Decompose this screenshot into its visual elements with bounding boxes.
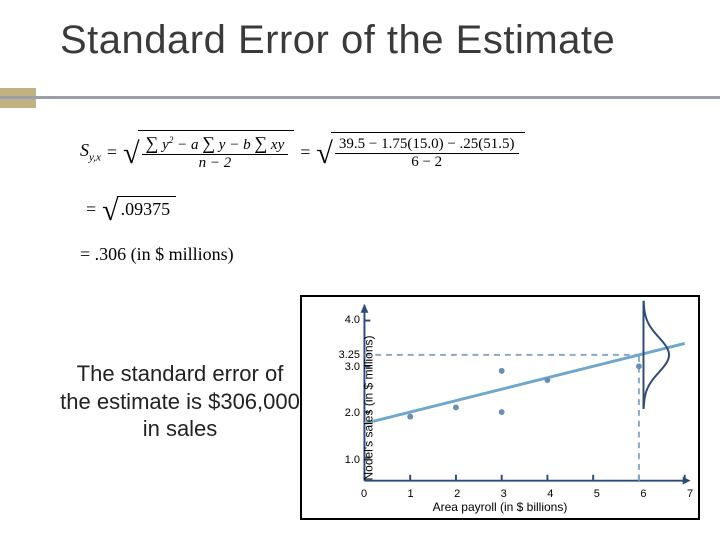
x-tick-label: 4 bbox=[543, 488, 557, 500]
x-tick-label: 0 bbox=[357, 488, 371, 500]
equals-1: = bbox=[107, 142, 117, 163]
frac2-den: 6 − 2 bbox=[407, 154, 446, 171]
x-tick-label: 1 bbox=[404, 488, 418, 500]
y-tick-label: 2.0 bbox=[330, 407, 360, 419]
equals-2: = bbox=[300, 142, 310, 163]
radical-icon: √ bbox=[316, 137, 332, 171]
slide: Standard Error of the Estimate Sy,x = √ … bbox=[0, 0, 720, 540]
accent-bar bbox=[0, 88, 720, 92]
y-tick-label: 1.0 bbox=[330, 454, 360, 466]
sqrt-3: √ .09375 bbox=[102, 192, 176, 226]
formula-line-3: = .306 (in $ millions) bbox=[80, 244, 680, 265]
formula-line-2: = √ .09375 bbox=[80, 192, 680, 226]
y-tick-label: 3.0 bbox=[330, 361, 360, 373]
fraction-2: 39.5 − 1.75(15.0) − .25(51.5) 6 − 2 bbox=[335, 136, 519, 171]
x-tick-label: 7 bbox=[683, 488, 697, 500]
frac2-num: 39.5 − 1.75(15.0) − .25(51.5) bbox=[335, 136, 519, 154]
x-tick-label: 5 bbox=[590, 488, 604, 500]
y-tick-label: 3.25 bbox=[330, 349, 360, 361]
radical-icon: √ bbox=[123, 137, 139, 171]
x-tick-label: 2 bbox=[450, 488, 464, 500]
lhs-sub: y,x bbox=[89, 152, 101, 164]
formula-line-1: Sy,x = √ ∑ y2 − a ∑ y − b ∑ xy n − 2 = √… bbox=[80, 130, 680, 174]
radical-icon: √ bbox=[102, 194, 118, 228]
page-title: Standard Error of the Estimate bbox=[60, 18, 700, 63]
fraction-1: ∑ y2 − a ∑ y − b ∑ xy n − 2 bbox=[142, 133, 289, 172]
equals-3: = bbox=[86, 199, 96, 220]
title-region: Standard Error of the Estimate bbox=[60, 18, 700, 63]
y-tick-label: 4.0 bbox=[330, 314, 360, 326]
x-axis-label: Area payroll (in $ billions) bbox=[302, 500, 698, 514]
caption: The standard error of the estimate is $3… bbox=[60, 360, 300, 443]
accent-line bbox=[0, 96, 720, 99]
result-text: = .306 (in $ millions) bbox=[80, 244, 234, 265]
y-axis-label: Nodel's sales (in $ millions) bbox=[362, 335, 376, 480]
sqrt-2: √ 39.5 − 1.75(15.0) − .25(51.5) 6 − 2 bbox=[316, 132, 524, 173]
x-tick-label: 3 bbox=[497, 488, 511, 500]
lhs-symbol: Sy,x bbox=[80, 140, 101, 164]
sqrt-1: √ ∑ y2 − a ∑ y − b ∑ xy n − 2 bbox=[123, 130, 294, 174]
chart: Nodel's sales (in $ millions) Area payro… bbox=[300, 295, 700, 520]
formula-area: Sy,x = √ ∑ y2 − a ∑ y − b ∑ xy n − 2 = √… bbox=[80, 130, 680, 283]
frac1-num: ∑ y2 − a ∑ y − b ∑ xy bbox=[142, 133, 289, 155]
frac1-den: n − 2 bbox=[195, 155, 236, 172]
lhs-S: S bbox=[80, 140, 89, 160]
x-tick-label: 6 bbox=[636, 488, 650, 500]
root-value: .09375 bbox=[117, 196, 177, 222]
